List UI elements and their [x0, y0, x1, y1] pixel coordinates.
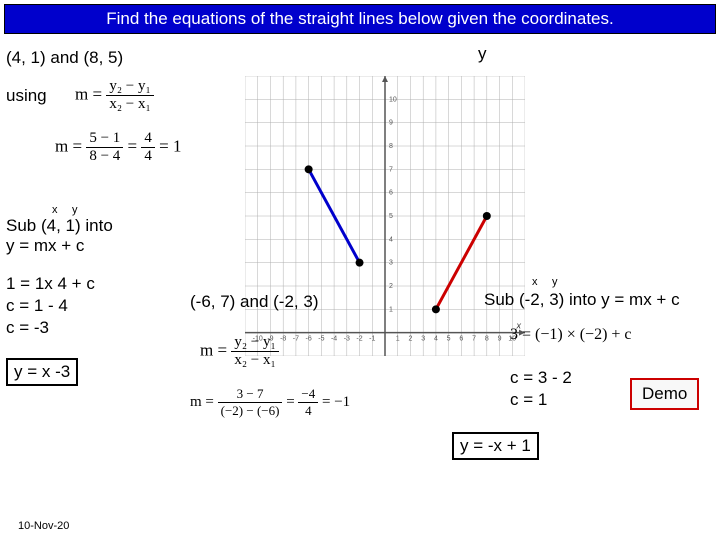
demo-button[interactable]: Demo [630, 378, 699, 410]
svg-text:3: 3 [421, 336, 425, 343]
left-points: (4, 1) and (8, 5) [6, 48, 123, 68]
m-calc-den2: 4 [141, 148, 155, 165]
m-calc-num2-r: −4 [298, 386, 318, 403]
svg-text:-1: -1 [369, 336, 375, 343]
svg-text:6: 6 [389, 190, 393, 197]
m-num: y₂ − y₁ [106, 78, 153, 96]
m-formula-left: m = y₂ − y₁ x₂ − x₁ [75, 78, 154, 113]
svg-text:7: 7 [389, 166, 393, 173]
svg-text:9: 9 [389, 120, 393, 127]
m-calc-end-r: = −1 [322, 394, 350, 410]
sub-line-right: Sub (-2, 3) into y = mx + c [484, 290, 680, 310]
m-calc-num2: 4 [141, 130, 155, 148]
svg-text:2: 2 [389, 283, 393, 290]
m-lhs-r: m = [200, 340, 227, 359]
m-calc-lhs: m = [55, 136, 82, 155]
svg-text:-2: -2 [356, 336, 362, 343]
step1-right: c = 3 - 2 [510, 368, 572, 388]
step2-right: c = 1 [510, 390, 547, 410]
xy-y-right: y [552, 276, 558, 288]
m-calc-den2-r: 4 [298, 403, 318, 419]
footer-date: 10-Nov-20 [18, 520, 69, 532]
svg-text:7: 7 [472, 336, 476, 343]
m-calc-mid: = [128, 136, 138, 155]
content: (4, 1) and (8, 5) using m = y₂ − y₁ x₂ −… [0, 38, 720, 538]
m-lhs: m = [75, 84, 102, 103]
m-calc-right: m = 3 − 7 (−2) − (−6) = −4 4 = −1 [190, 386, 350, 419]
sub-line1-left: Sub (4, 1) into [6, 216, 113, 236]
svg-text:8: 8 [485, 336, 489, 343]
m-calc-end: = 1 [159, 136, 181, 155]
xy-y-left: y [72, 204, 78, 216]
svg-text:-7: -7 [293, 336, 299, 343]
m-calc-lhs-r: m = [190, 394, 214, 410]
svg-text:1: 1 [389, 306, 393, 313]
answer-right: y = -x + 1 [452, 432, 539, 460]
step2-left: c = 1 - 4 [6, 296, 68, 316]
svg-text:10: 10 [389, 96, 397, 103]
svg-text:-6: -6 [306, 336, 312, 343]
svg-text:8: 8 [389, 143, 393, 150]
m-den: x₂ − x₁ [106, 96, 153, 113]
title-text: Find the equations of the straight lines… [106, 9, 614, 28]
m-formula-right: m = y₂ − y₁ x₂ − x₁ [200, 334, 279, 369]
svg-text:4: 4 [434, 336, 438, 343]
coordinate-graph: -10-9-8-7-6-5-4-3-2-11234567891012345678… [245, 76, 525, 356]
y-axis-label: y [478, 44, 487, 64]
svg-text:-4: -4 [331, 336, 337, 343]
answer-left: y = x -3 [6, 358, 78, 386]
m-calc-left: m = 5 − 1 8 − 4 = 4 4 = 1 [55, 130, 181, 165]
svg-text:-3: -3 [344, 336, 350, 343]
svg-text:-8: -8 [280, 336, 286, 343]
svg-text:4: 4 [389, 236, 393, 243]
m-num-r: y₂ − y₁ [231, 334, 278, 352]
svg-text:3: 3 [389, 260, 393, 267]
svg-text:5: 5 [389, 213, 393, 220]
using-label: using [6, 86, 47, 106]
m-calc-den: 8 − 4 [86, 148, 123, 165]
sub-line2-left: y = mx + c [6, 236, 84, 256]
step1-left: 1 = 1x 4 + c [6, 274, 95, 294]
eq-line-right: 3 = (−1) × (−2) + c [510, 326, 632, 344]
svg-text:-5: -5 [318, 336, 324, 343]
xy-x-right: x [532, 276, 538, 288]
m-calc-num-r: 3 − 7 [218, 386, 283, 403]
m-calc-mid-r: = [286, 394, 294, 410]
step3-left: c = -3 [6, 318, 49, 338]
m-den-r: x₂ − x₁ [231, 352, 278, 369]
xy-x-left: x [52, 204, 58, 216]
right-points: (-6, 7) and (-2, 3) [190, 292, 319, 312]
svg-text:6: 6 [459, 336, 463, 343]
svg-text:1: 1 [396, 336, 400, 343]
title-bar: Find the equations of the straight lines… [4, 4, 716, 34]
svg-text:2: 2 [409, 336, 413, 343]
svg-text:9: 9 [498, 336, 502, 343]
svg-text:5: 5 [447, 336, 451, 343]
m-calc-den-r: (−2) − (−6) [218, 403, 283, 419]
m-calc-num: 5 − 1 [86, 130, 123, 148]
